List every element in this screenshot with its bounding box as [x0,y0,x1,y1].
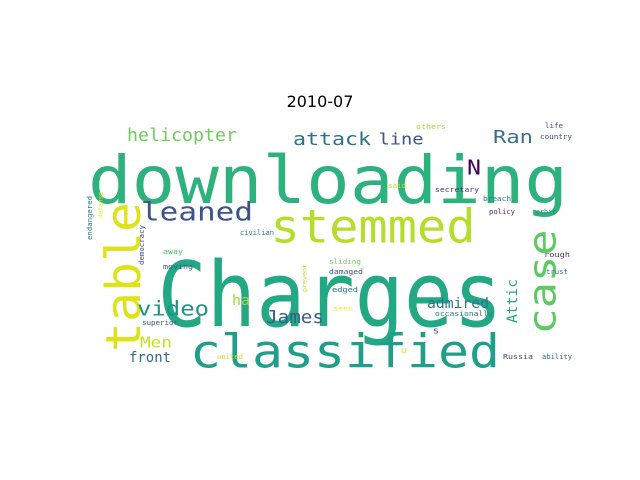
word-leaned: leaned [141,198,253,228]
word-classified: classified [190,325,500,379]
word-ran: Ran [493,127,533,148]
word-seen: seen [333,306,354,313]
word-downloading: downloading [88,142,568,219]
word-men: Men [140,334,172,352]
word-united: united [217,353,243,361]
word-n: N [467,156,481,180]
word-orbit: orbit [536,208,556,216]
word-endangered: endangered [86,196,94,240]
word-edged: edged [332,286,358,294]
word-secretary: secretary [435,186,479,194]
word-civilian: civilian [240,229,274,237]
word-defense: defense [98,192,105,218]
word-trust: trust [546,268,568,276]
word-case: case [521,230,565,335]
word-rough: rough [544,251,570,259]
word-damaged: damaged [329,268,363,276]
word-u: U [401,347,407,355]
word-said: said [388,182,406,190]
word-admired: admired [427,296,489,312]
word-attic: Attic [505,279,521,323]
word-table: table [96,202,152,352]
word-video: video [137,297,209,321]
word-james: James [266,307,324,328]
word-others: others [416,123,446,131]
word-s: s [433,327,439,337]
chart-title: 2010-07 [286,92,354,111]
word-superior: superior [142,319,178,327]
word-attack: attack [293,129,371,150]
word-country: country [540,133,572,141]
word-life: life [545,122,563,130]
word-front: front [129,350,171,366]
word-breach: breach [483,195,511,203]
word-occasionally: occasionally [435,310,493,318]
word-sliding: sliding [329,258,361,266]
word-russia: Russia [503,353,533,361]
word-prevent: prevent [302,264,309,292]
word-line: line [379,130,424,149]
word-moving: moving [163,263,193,271]
word-democracy: democracy [138,225,146,265]
word-stemmed: stemmed [271,200,476,254]
word-ability: ability [542,353,572,361]
word-helicopter: helicopter [127,125,237,146]
word-policy: policy [489,208,515,216]
word-ha: ha [232,293,250,309]
word-away: away [163,248,183,256]
word-charges: Charges [158,243,503,348]
